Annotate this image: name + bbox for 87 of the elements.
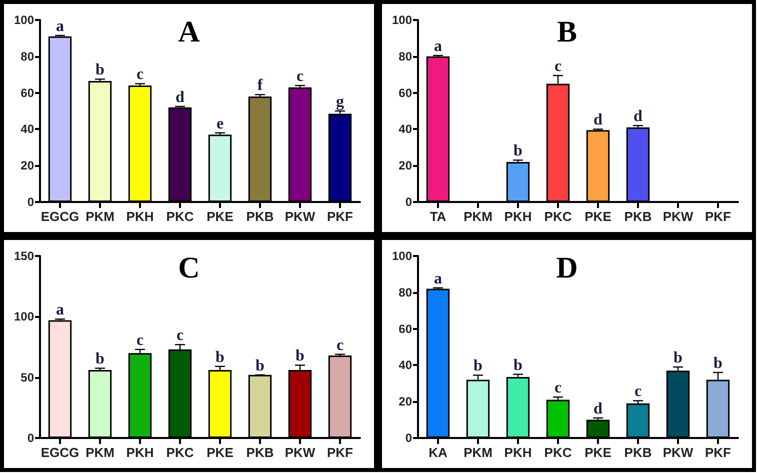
y-tick-label: 20 bbox=[398, 158, 412, 173]
data-label: b bbox=[296, 348, 305, 365]
x-tick-label: PKB bbox=[246, 445, 274, 460]
y-tick-label: 50 bbox=[20, 370, 34, 384]
x-tick-label: EGCG bbox=[40, 445, 80, 460]
x-tick-label: PKB bbox=[624, 445, 652, 460]
data-label: b bbox=[714, 354, 723, 372]
y-tick-label: 0 bbox=[405, 195, 412, 209]
y-tick-label: 0 bbox=[405, 431, 412, 445]
x-tick-label: PKW bbox=[662, 445, 694, 460]
data-label: b bbox=[96, 62, 105, 79]
chart-title: A bbox=[178, 16, 200, 48]
data-label: c bbox=[176, 327, 184, 344]
data-label: c bbox=[554, 380, 562, 397]
data-label: e bbox=[216, 115, 224, 132]
chart-title: C bbox=[178, 252, 200, 284]
data-label: g bbox=[336, 94, 344, 110]
x-tick-label: PKW bbox=[662, 209, 694, 224]
data-label: a bbox=[56, 302, 64, 319]
x-tick-label: PKM bbox=[464, 209, 492, 224]
x-tick-label: PKM bbox=[86, 209, 114, 224]
y-tick-label: 100 bbox=[392, 13, 412, 27]
x-tick-label: PKC bbox=[166, 445, 194, 460]
y-tick-label: 150 bbox=[14, 249, 34, 263]
y-tick-label: 60 bbox=[398, 86, 412, 100]
data-label: d bbox=[634, 108, 643, 126]
data-label: d bbox=[594, 400, 603, 418]
data-label: a bbox=[56, 18, 64, 35]
x-tick-label: PKE bbox=[206, 209, 234, 224]
data-label: b bbox=[674, 350, 683, 367]
x-tick-label: KA bbox=[428, 445, 448, 460]
data-label: c bbox=[136, 66, 144, 84]
x-tick-label: EGCG bbox=[40, 209, 80, 224]
x-tick-label: PKM bbox=[464, 445, 492, 460]
data-label: d bbox=[176, 88, 185, 106]
x-tick-label: TA bbox=[430, 209, 447, 224]
data-label: b bbox=[514, 356, 523, 374]
chart-title: B bbox=[556, 16, 578, 48]
y-tick-label: 80 bbox=[398, 49, 412, 64]
y-tick-label: 80 bbox=[20, 49, 34, 64]
x-tick-label: PKF bbox=[327, 209, 354, 224]
x-tick-label: PKC bbox=[544, 209, 572, 224]
y-tick-label: 0 bbox=[27, 195, 34, 209]
y-tick-label: 40 bbox=[398, 122, 412, 136]
y-tick-label: 100 bbox=[14, 310, 34, 324]
data-label: a bbox=[434, 38, 442, 55]
y-tick-label: 60 bbox=[398, 322, 412, 336]
data-label: c bbox=[634, 383, 642, 400]
y-tick-label: 20 bbox=[20, 158, 34, 173]
y-tick-label: 100 bbox=[392, 249, 412, 263]
x-tick-label: PKW bbox=[284, 209, 316, 224]
x-tick-label: PKF bbox=[705, 209, 732, 224]
x-tick-label: PKH bbox=[504, 445, 532, 460]
y-tick-label: 20 bbox=[398, 394, 412, 409]
y-tick-label: 100 bbox=[14, 13, 34, 27]
data-label: b bbox=[96, 350, 105, 368]
data-label: c bbox=[554, 58, 562, 76]
data-label: b bbox=[514, 142, 523, 160]
data-label: b bbox=[256, 357, 265, 374]
data-label: d bbox=[594, 112, 603, 129]
data-label: b bbox=[216, 348, 225, 366]
x-tick-label: PKB bbox=[246, 209, 274, 224]
data-label: c bbox=[336, 336, 344, 354]
y-tick-label: 60 bbox=[20, 86, 34, 100]
y-tick-label: 40 bbox=[398, 358, 412, 372]
x-tick-label: PKF bbox=[327, 445, 354, 460]
chart-title: D bbox=[556, 252, 578, 284]
y-tick-label: 0 bbox=[27, 431, 34, 445]
x-tick-label: PKF bbox=[705, 445, 732, 460]
x-tick-label: PKE bbox=[584, 445, 612, 460]
x-tick-label: PKE bbox=[584, 209, 612, 224]
y-tick-label: 40 bbox=[20, 122, 34, 136]
x-tick-label: PKE bbox=[206, 445, 234, 460]
x-tick-label: PKC bbox=[166, 209, 194, 224]
x-tick-label: PKB bbox=[624, 209, 652, 224]
y-tick-label: 80 bbox=[398, 285, 412, 300]
data-label: c bbox=[136, 332, 144, 349]
x-tick-label: PKM bbox=[86, 445, 114, 460]
data-label: c bbox=[296, 68, 304, 86]
x-tick-label: PKC bbox=[544, 445, 572, 460]
x-tick-label: PKH bbox=[504, 209, 532, 224]
data-label: b bbox=[474, 358, 483, 375]
x-tick-label: PKH bbox=[126, 445, 154, 460]
x-tick-label: PKH bbox=[126, 209, 154, 224]
data-label: f bbox=[257, 77, 264, 94]
data-label: a bbox=[434, 270, 442, 288]
x-tick-label: PKW bbox=[284, 445, 316, 460]
